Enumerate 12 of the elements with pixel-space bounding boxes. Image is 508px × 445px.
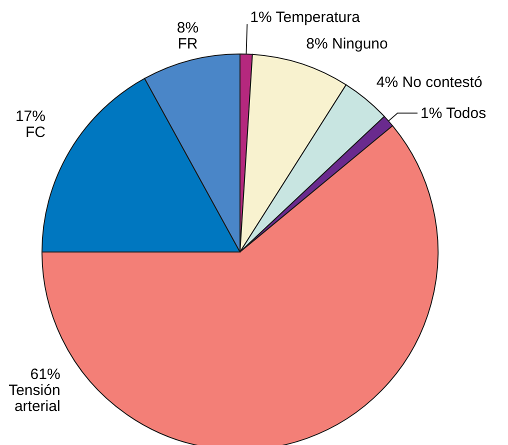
slice-label: Ninguno xyxy=(332,35,388,52)
slice-label: Tensión arterial xyxy=(8,382,60,416)
slice-label: 1% Temperatura xyxy=(250,9,361,26)
slice-label: 1% Todos xyxy=(420,105,486,122)
data-label: 8% xyxy=(306,35,328,52)
data-label: 4% xyxy=(376,74,398,92)
slice-label: No contestó xyxy=(402,74,482,92)
slice-label: FC xyxy=(25,124,46,141)
slice-label: FR xyxy=(178,36,198,53)
data-label: 17% xyxy=(15,108,46,125)
data-label: 61% xyxy=(30,366,60,384)
data-label: 8% xyxy=(176,20,199,37)
